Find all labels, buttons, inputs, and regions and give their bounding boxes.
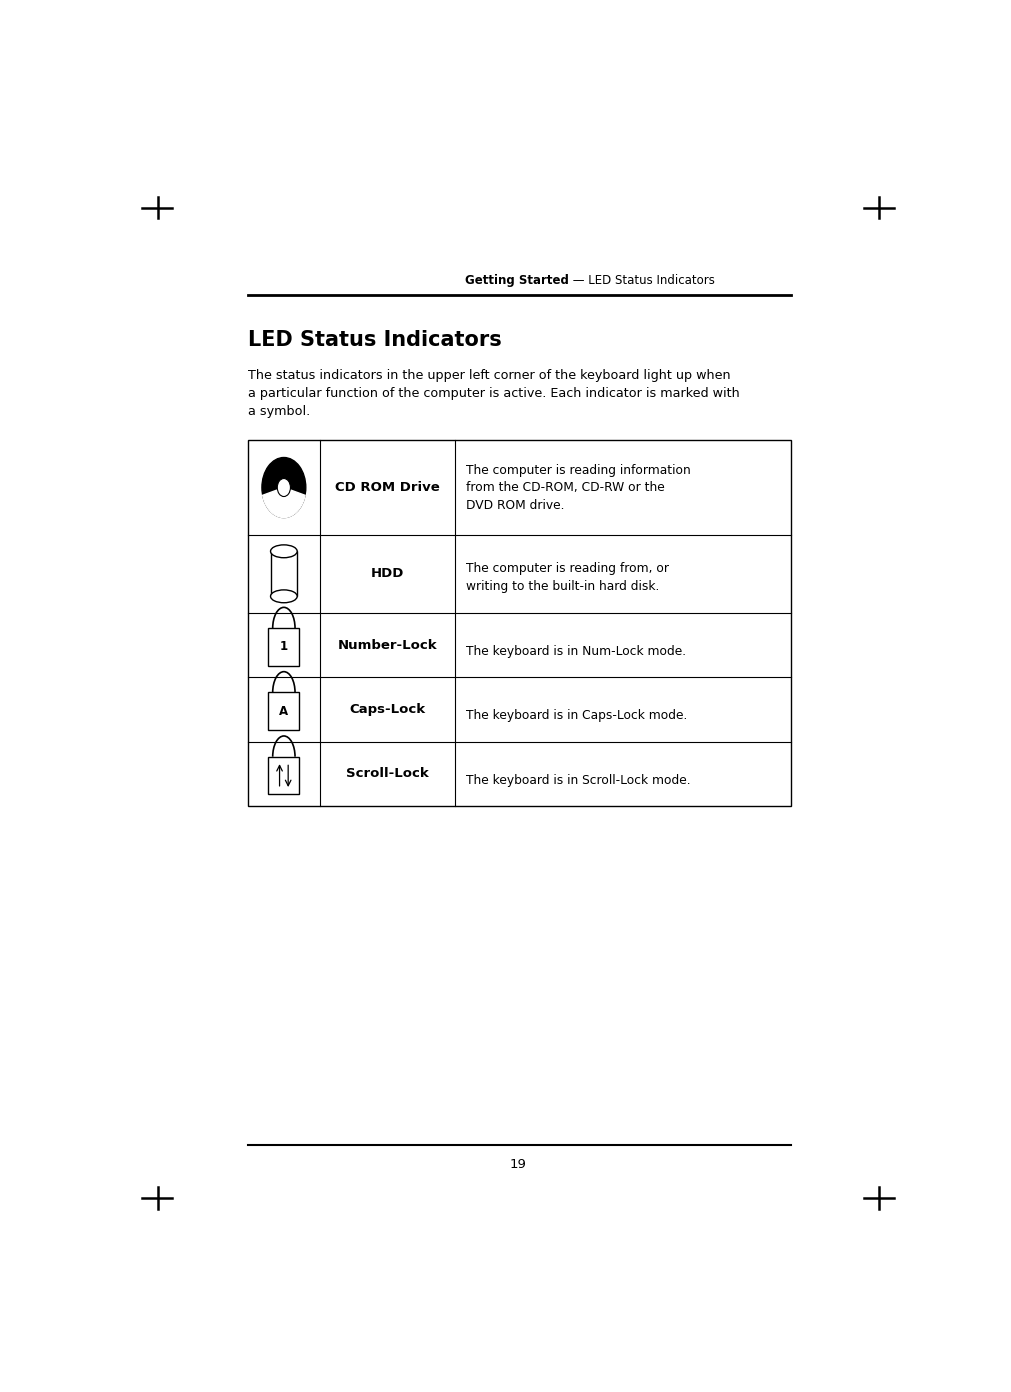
Text: Scroll-Lock: Scroll-Lock bbox=[347, 767, 429, 780]
Ellipse shape bbox=[271, 544, 297, 558]
Circle shape bbox=[277, 479, 290, 497]
Text: The keyboard is in Scroll-Lock mode.: The keyboard is in Scroll-Lock mode. bbox=[466, 774, 691, 786]
Circle shape bbox=[262, 458, 305, 518]
Polygon shape bbox=[263, 487, 305, 518]
Text: The status indicators in the upper left corner of the keyboard light up when
a p: The status indicators in the upper left … bbox=[248, 369, 740, 418]
Text: CD ROM Drive: CD ROM Drive bbox=[336, 482, 440, 494]
Text: 19: 19 bbox=[510, 1158, 527, 1172]
Text: Getting Started: Getting Started bbox=[465, 274, 569, 287]
Bar bbox=[248, 440, 791, 806]
Bar bbox=[268, 628, 299, 665]
Text: HDD: HDD bbox=[371, 568, 404, 580]
Bar bbox=[268, 692, 299, 731]
Text: The keyboard is in Num-Lock mode.: The keyboard is in Num-Lock mode. bbox=[466, 644, 685, 658]
Text: LED Status Indicators: LED Status Indicators bbox=[248, 330, 501, 349]
Text: Number-Lock: Number-Lock bbox=[338, 639, 438, 651]
Text: The keyboard is in Caps-Lock mode.: The keyboard is in Caps-Lock mode. bbox=[466, 710, 687, 722]
Bar bbox=[271, 551, 297, 596]
Text: 1: 1 bbox=[280, 640, 288, 653]
Text: — LED Status Indicators: — LED Status Indicators bbox=[569, 274, 715, 287]
Ellipse shape bbox=[271, 590, 297, 603]
Text: A: A bbox=[279, 704, 288, 718]
Text: Caps-Lock: Caps-Lock bbox=[350, 703, 426, 715]
Text: The computer is reading from, or
writing to the built-in hard disk.: The computer is reading from, or writing… bbox=[466, 562, 668, 593]
Bar bbox=[268, 757, 299, 795]
Text: The computer is reading information
from the CD-ROM, CD-RW or the
DVD ROM drive.: The computer is reading information from… bbox=[466, 464, 691, 512]
